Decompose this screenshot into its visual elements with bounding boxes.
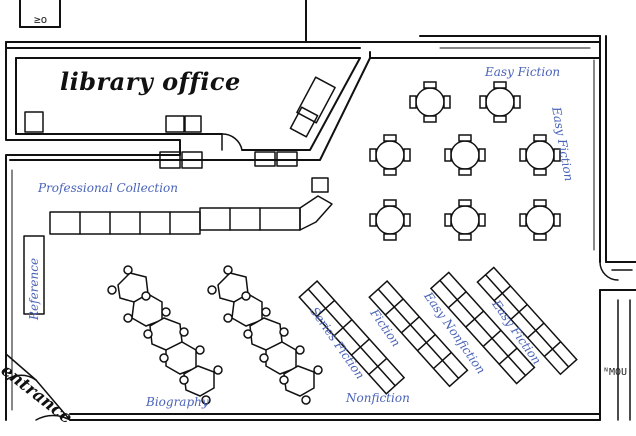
library-office-label: library office [60, 67, 241, 96]
top-left-corner-mark [19, 0, 61, 28]
wall-shelving [11, 47, 595, 411]
entrance-doors [5, 353, 71, 421]
office-furniture [24, 76, 336, 169]
reference-label: Reference [27, 257, 41, 320]
right-edge-tag: ᴺMOU [603, 367, 628, 378]
easy-fiction-top-label: Easy Fiction [485, 65, 561, 79]
computer-stations [107, 265, 323, 405]
professional-collection-counter [49, 177, 333, 235]
table-4 [444, 134, 486, 176]
professional-collection-label: Professional Collection [38, 181, 179, 195]
reading-tables [369, 81, 561, 241]
outer-wall [5, 0, 636, 421]
table-2 [479, 81, 521, 123]
computer-station-left [107, 265, 223, 405]
shelf-easy-nonfiction [429, 271, 536, 385]
computer-station-right [207, 265, 323, 405]
table-1 [409, 81, 451, 123]
table-5 [519, 134, 561, 176]
office-door [221, 133, 243, 151]
book-shelves [298, 266, 578, 395]
nonfiction-label: Nonfiction [346, 391, 410, 405]
side-door [599, 261, 633, 421]
biography-label: Biography [146, 395, 209, 409]
shelf-series-fiction [298, 280, 406, 395]
shelf-fiction [368, 280, 469, 388]
office-walls [9, 51, 601, 161]
table-6 [369, 199, 411, 241]
reference-shelf [23, 235, 45, 315]
table-7 [444, 199, 486, 241]
table-3 [369, 134, 411, 176]
top-left-tag: ≥o [34, 13, 48, 26]
table-8 [519, 199, 561, 241]
shelf-easy-fiction [476, 266, 578, 376]
